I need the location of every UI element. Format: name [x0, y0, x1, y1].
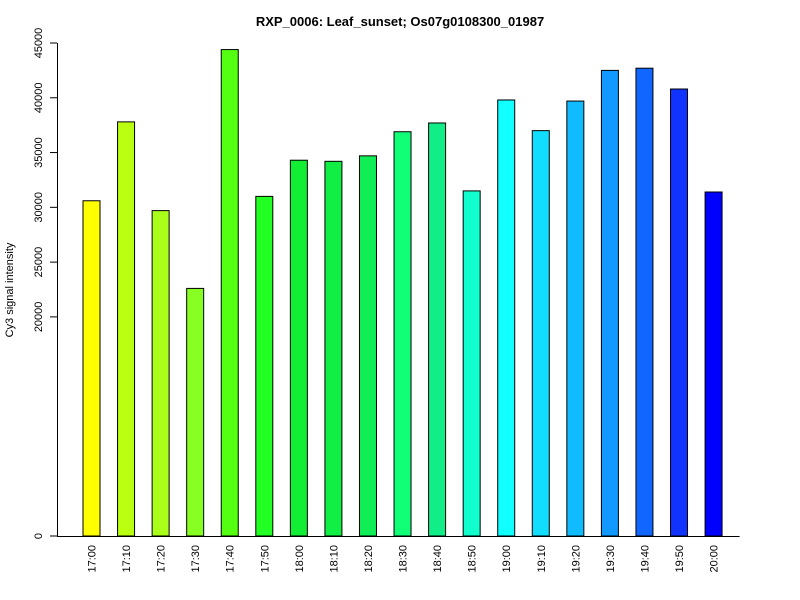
x-tick-label: 19:30 [605, 545, 617, 573]
bar-1740 [220, 49, 239, 537]
bar-1820 [358, 155, 377, 537]
x-tick-label: 17:00 [87, 545, 99, 573]
bar-2000 [704, 191, 723, 537]
bar-1700 [82, 200, 101, 537]
x-tick-label: 18:00 [294, 545, 306, 573]
bar-1750 [255, 195, 274, 537]
bar-1850 [462, 190, 481, 537]
x-tick-label: 18:10 [328, 545, 340, 573]
x-tick-label: 18:20 [363, 545, 375, 573]
bar-1900 [497, 99, 516, 537]
y-axis-label: Cy3 signal intensity [4, 242, 16, 337]
bar-1910 [531, 130, 550, 537]
bar-1950 [670, 88, 689, 537]
x-tick-label: 17:10 [121, 545, 133, 573]
x-axis: 17:00 17:10 17:20 17:30 17:40 17:50 18:00 18:10… [87, 545, 721, 573]
bar-1930 [600, 69, 619, 537]
chart-title: RXP_0006: Leaf_sunset; Os07g0108300_0198… [256, 14, 544, 29]
bar-1810 [324, 160, 343, 537]
bar-1720 [151, 210, 170, 537]
x-tick-label: 19:20 [570, 545, 582, 573]
x-tick-label: 17:50 [259, 545, 271, 573]
bar-1920 [566, 100, 585, 537]
x-tick-label: 19:50 [674, 545, 686, 573]
bar-1830 [393, 131, 412, 537]
y-tick-label: 40000 [33, 82, 45, 113]
bar-1710 [117, 121, 136, 537]
y-tick-label: 35000 [33, 137, 45, 168]
bar-1840 [428, 122, 447, 537]
y-tick-label: 20000 [33, 302, 45, 333]
bars-group [82, 49, 723, 537]
x-tick-label: 19:40 [639, 545, 651, 573]
x-tick-label: 19:10 [536, 545, 548, 573]
x-tick-label: 18:40 [432, 545, 444, 573]
x-tick-label: 17:20 [156, 545, 168, 573]
y-tick-label: 0 [33, 533, 45, 539]
bar-1940 [635, 67, 654, 537]
y-tick-label: 25000 [33, 247, 45, 278]
x-tick-label: 18:30 [398, 545, 410, 573]
bar-1730 [186, 287, 205, 537]
x-tick-label: 17:30 [190, 545, 202, 573]
x-tick-label: 17:40 [225, 545, 237, 573]
y-tick-label: 45000 [33, 28, 45, 59]
y-tick-label: 30000 [33, 192, 45, 223]
x-tick-label: 18:50 [467, 545, 479, 573]
x-tick-label: 19:00 [501, 545, 513, 573]
bar-1800 [289, 159, 308, 537]
x-tick-label: 20:00 [709, 545, 721, 573]
y-axis: 0 20000 25000 30000 35000 40000 45000 [33, 28, 57, 539]
